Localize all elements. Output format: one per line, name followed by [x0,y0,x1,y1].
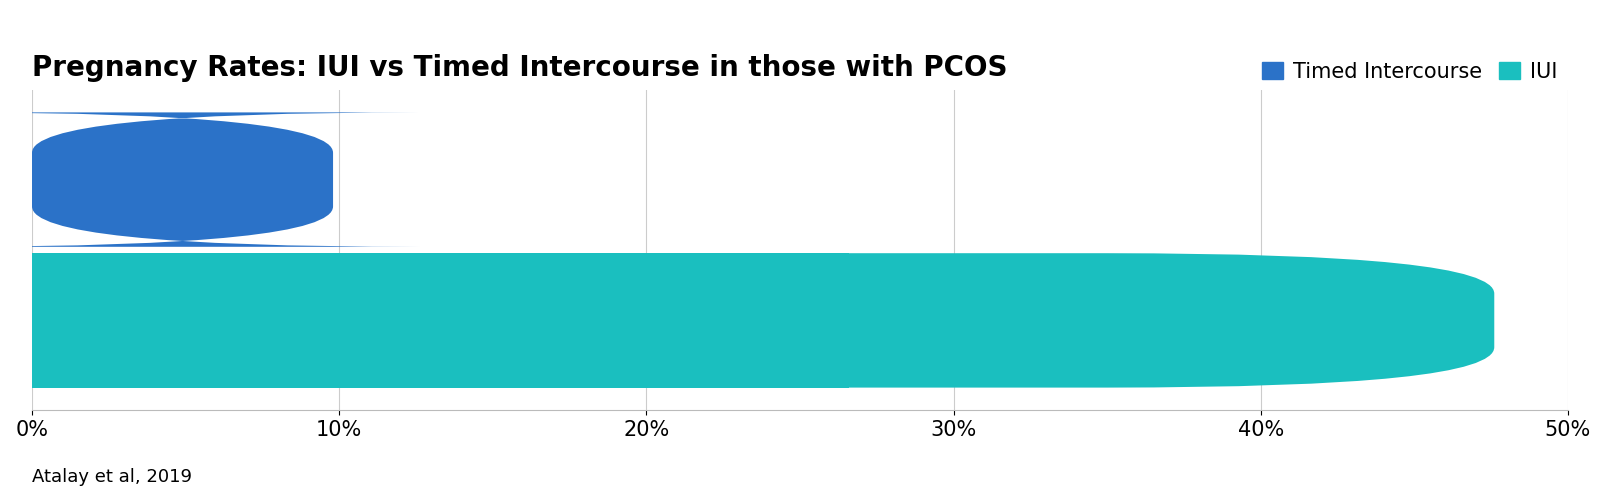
Legend: Timed Intercourse, IUI: Timed Intercourse, IUI [1262,62,1557,82]
FancyBboxPatch shape [32,253,1494,388]
Bar [0,112,32,247]
Text: Atalay et al, 2019: Atalay et al, 2019 [32,468,192,485]
Bar [32,253,850,388]
Text: Pregnancy Rates: IUI vs Timed Intercourse in those with PCOS: Pregnancy Rates: IUI vs Timed Intercours… [32,54,1008,82]
FancyBboxPatch shape [0,112,419,247]
